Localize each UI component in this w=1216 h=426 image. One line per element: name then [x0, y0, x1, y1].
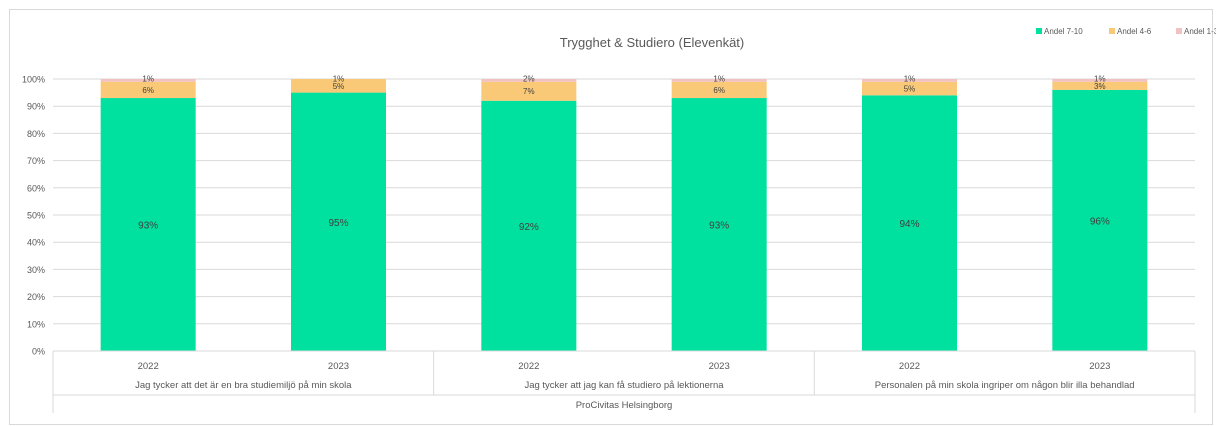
y-tick-label: 20% — [27, 292, 45, 302]
legend-label: Andel 4-6 — [1117, 27, 1152, 36]
data-label: 93% — [709, 221, 729, 232]
data-label: 5% — [333, 82, 345, 91]
legend-label: Andel 1-3 — [1184, 27, 1216, 36]
legend: Andel 7-10 Andel 4-6 Andel 1-3 — [1036, 27, 1216, 36]
gridlines — [53, 78, 1195, 352]
legend-swatch — [1109, 28, 1115, 34]
y-tick-label: 50% — [27, 211, 45, 221]
data-label: 6% — [142, 86, 154, 95]
group-label: Personalen på min skola ingriper om någo… — [875, 380, 1135, 391]
bar-segment — [862, 81, 957, 96]
bar-segment — [862, 79, 957, 82]
data-label: 95% — [328, 218, 348, 229]
legend-swatch — [1036, 28, 1042, 34]
data-label: 94% — [899, 219, 919, 230]
bar-segment — [100, 81, 196, 99]
data-label: 2% — [523, 75, 535, 84]
y-tick-label: 70% — [27, 156, 45, 166]
x-tick-label: 2023 — [709, 361, 730, 372]
y-axis: 0% 10% 20% 30% 40% 50% 60% 70% 80% 90% 100% — [22, 75, 45, 357]
data-label: 3% — [1094, 82, 1106, 91]
x-tick-label: 2023 — [1089, 361, 1110, 372]
chart-title: Trygghet & Studiero (Elevenkät) — [560, 35, 745, 50]
legend-swatch — [1176, 28, 1182, 34]
x-tick-label: 2022 — [138, 361, 159, 372]
group-label: Jag tycker att det är en bra studiemiljö… — [135, 380, 352, 391]
bar-segment — [291, 92, 386, 351]
data-label: 93% — [138, 221, 158, 232]
data-label: 1% — [142, 75, 154, 84]
bar-segment — [100, 79, 196, 82]
data-label: 5% — [904, 85, 916, 94]
y-tick-label: 60% — [27, 183, 45, 193]
data-label: 7% — [523, 87, 535, 96]
bar-segment — [1052, 89, 1148, 351]
legend-label: Andel 7-10 — [1044, 27, 1083, 36]
x-axis: 2022 2023 2022 2023 2022 2023 Jag tycker att d… — [52, 350, 1196, 413]
bar-segment — [481, 100, 577, 351]
data-label: 96% — [1090, 216, 1110, 227]
y-tick-label: 40% — [27, 238, 45, 248]
data-label: 1% — [713, 75, 725, 84]
bar-segment — [291, 79, 386, 93]
y-tick-label: 0% — [32, 347, 45, 357]
y-tick-label: 30% — [27, 265, 45, 275]
y-tick-label: 80% — [27, 129, 45, 139]
data-label: 1% — [904, 75, 916, 84]
chart-frame — [9, 9, 1213, 425]
bar-segment — [1052, 81, 1148, 90]
bar-segment — [481, 81, 577, 101]
x-tick-label: 2023 — [328, 361, 349, 372]
bar-segment — [862, 95, 957, 351]
data-label: 92% — [519, 222, 539, 233]
bar-segment — [671, 79, 767, 82]
bar-segment — [100, 98, 196, 351]
bar-segment — [671, 81, 767, 99]
data-label: 1% — [1094, 75, 1106, 84]
bar-segment — [481, 79, 577, 82]
y-tick-label: 90% — [27, 102, 45, 112]
group-label: Jag tycker att jag kan få studiero på le… — [524, 380, 724, 391]
bar-segment — [671, 98, 767, 351]
data-label: 1% — [333, 75, 345, 84]
y-tick-label: 100% — [22, 75, 45, 85]
y-tick-label: 10% — [27, 319, 45, 329]
bars: 93%6%1%95%5%1%92%7%2%93%6%1%94%5%1%96%3%… — [100, 75, 1148, 351]
bar-segment — [1052, 79, 1148, 82]
x-tick-label: 2022 — [518, 361, 539, 372]
x-tick-label: 2022 — [899, 361, 920, 372]
data-label: 6% — [713, 86, 725, 95]
outer-category-label: ProCivitas Helsingborg — [576, 400, 673, 411]
